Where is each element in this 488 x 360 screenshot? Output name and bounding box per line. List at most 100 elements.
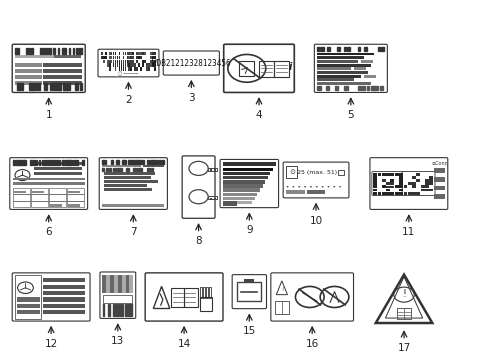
Bar	[119, 168, 122, 171]
Bar	[128, 52, 130, 55]
Bar	[154, 52, 156, 55]
Text: 8: 8	[195, 236, 202, 246]
Bar	[125, 275, 129, 293]
Bar	[80, 83, 82, 90]
Bar	[59, 83, 61, 90]
Text: 25 (max. 51): 25 (max. 51)	[297, 170, 337, 175]
Bar	[156, 160, 158, 164]
Bar	[200, 297, 211, 311]
Bar	[372, 182, 376, 185]
Bar	[394, 185, 398, 188]
Bar	[317, 64, 370, 67]
Bar	[428, 179, 432, 182]
Bar	[223, 193, 257, 196]
Bar	[15, 48, 17, 54]
Bar	[411, 182, 415, 185]
Bar	[102, 160, 104, 164]
Bar	[154, 63, 156, 67]
Bar	[381, 179, 385, 182]
Text: !: !	[280, 287, 283, 292]
Bar	[109, 168, 111, 171]
Bar	[208, 168, 217, 171]
Bar	[139, 160, 141, 164]
Bar	[411, 192, 415, 194]
Bar	[344, 86, 347, 90]
Bar	[103, 188, 152, 191]
FancyBboxPatch shape	[163, 51, 219, 75]
Circle shape	[298, 186, 300, 188]
Bar	[13, 201, 30, 207]
Bar	[122, 56, 124, 59]
Bar	[136, 160, 138, 164]
FancyBboxPatch shape	[100, 272, 136, 318]
Bar	[115, 52, 116, 55]
Bar	[43, 75, 81, 80]
Bar	[122, 63, 124, 67]
Bar	[148, 63, 150, 67]
Bar	[106, 63, 108, 67]
Bar	[152, 52, 154, 55]
Bar	[143, 165, 163, 167]
Bar	[223, 176, 267, 179]
Bar	[223, 184, 262, 188]
Bar	[317, 57, 364, 59]
Bar	[381, 185, 385, 188]
Bar	[66, 201, 84, 207]
Bar	[108, 60, 110, 63]
Bar	[274, 301, 288, 315]
Bar	[76, 48, 77, 54]
Bar	[14, 191, 26, 193]
Bar	[142, 52, 143, 55]
Bar	[154, 56, 156, 59]
Bar	[403, 185, 407, 188]
Bar	[337, 170, 344, 175]
Bar	[386, 173, 389, 176]
Bar	[370, 86, 374, 90]
Bar	[53, 83, 54, 90]
Bar	[381, 179, 385, 182]
Text: i: i	[288, 62, 291, 72]
Bar	[67, 191, 80, 193]
Bar	[115, 60, 116, 63]
Text: ○ ─────: ○ ─────	[118, 71, 138, 76]
Bar	[24, 160, 26, 165]
Bar	[122, 60, 124, 63]
Bar	[285, 190, 305, 194]
Bar	[118, 275, 122, 293]
Bar	[162, 160, 163, 164]
Bar	[223, 168, 272, 171]
Bar	[13, 177, 84, 180]
Bar	[19, 83, 20, 90]
Bar	[111, 60, 112, 63]
Bar	[389, 173, 393, 176]
Bar	[108, 56, 110, 59]
Bar	[64, 160, 66, 165]
FancyBboxPatch shape	[220, 159, 278, 208]
FancyBboxPatch shape	[12, 44, 85, 93]
Bar	[122, 52, 124, 55]
FancyBboxPatch shape	[283, 162, 348, 198]
Bar	[31, 48, 33, 54]
Bar	[420, 185, 424, 188]
Bar	[361, 86, 365, 90]
Bar	[152, 56, 154, 59]
Bar	[43, 63, 81, 67]
Bar	[106, 60, 108, 63]
Bar	[325, 86, 328, 90]
Bar	[69, 48, 70, 54]
Bar	[44, 160, 46, 165]
Bar	[159, 160, 161, 164]
Bar	[407, 182, 411, 185]
Bar	[237, 282, 261, 301]
Bar	[67, 204, 80, 207]
Bar	[344, 47, 346, 51]
Text: 12: 12	[44, 339, 58, 349]
FancyBboxPatch shape	[98, 49, 159, 77]
Bar	[73, 160, 75, 165]
Bar	[203, 287, 205, 298]
Bar	[372, 185, 376, 188]
Bar	[13, 182, 84, 185]
Bar	[132, 56, 134, 59]
Bar	[317, 71, 367, 74]
Bar	[46, 83, 47, 90]
